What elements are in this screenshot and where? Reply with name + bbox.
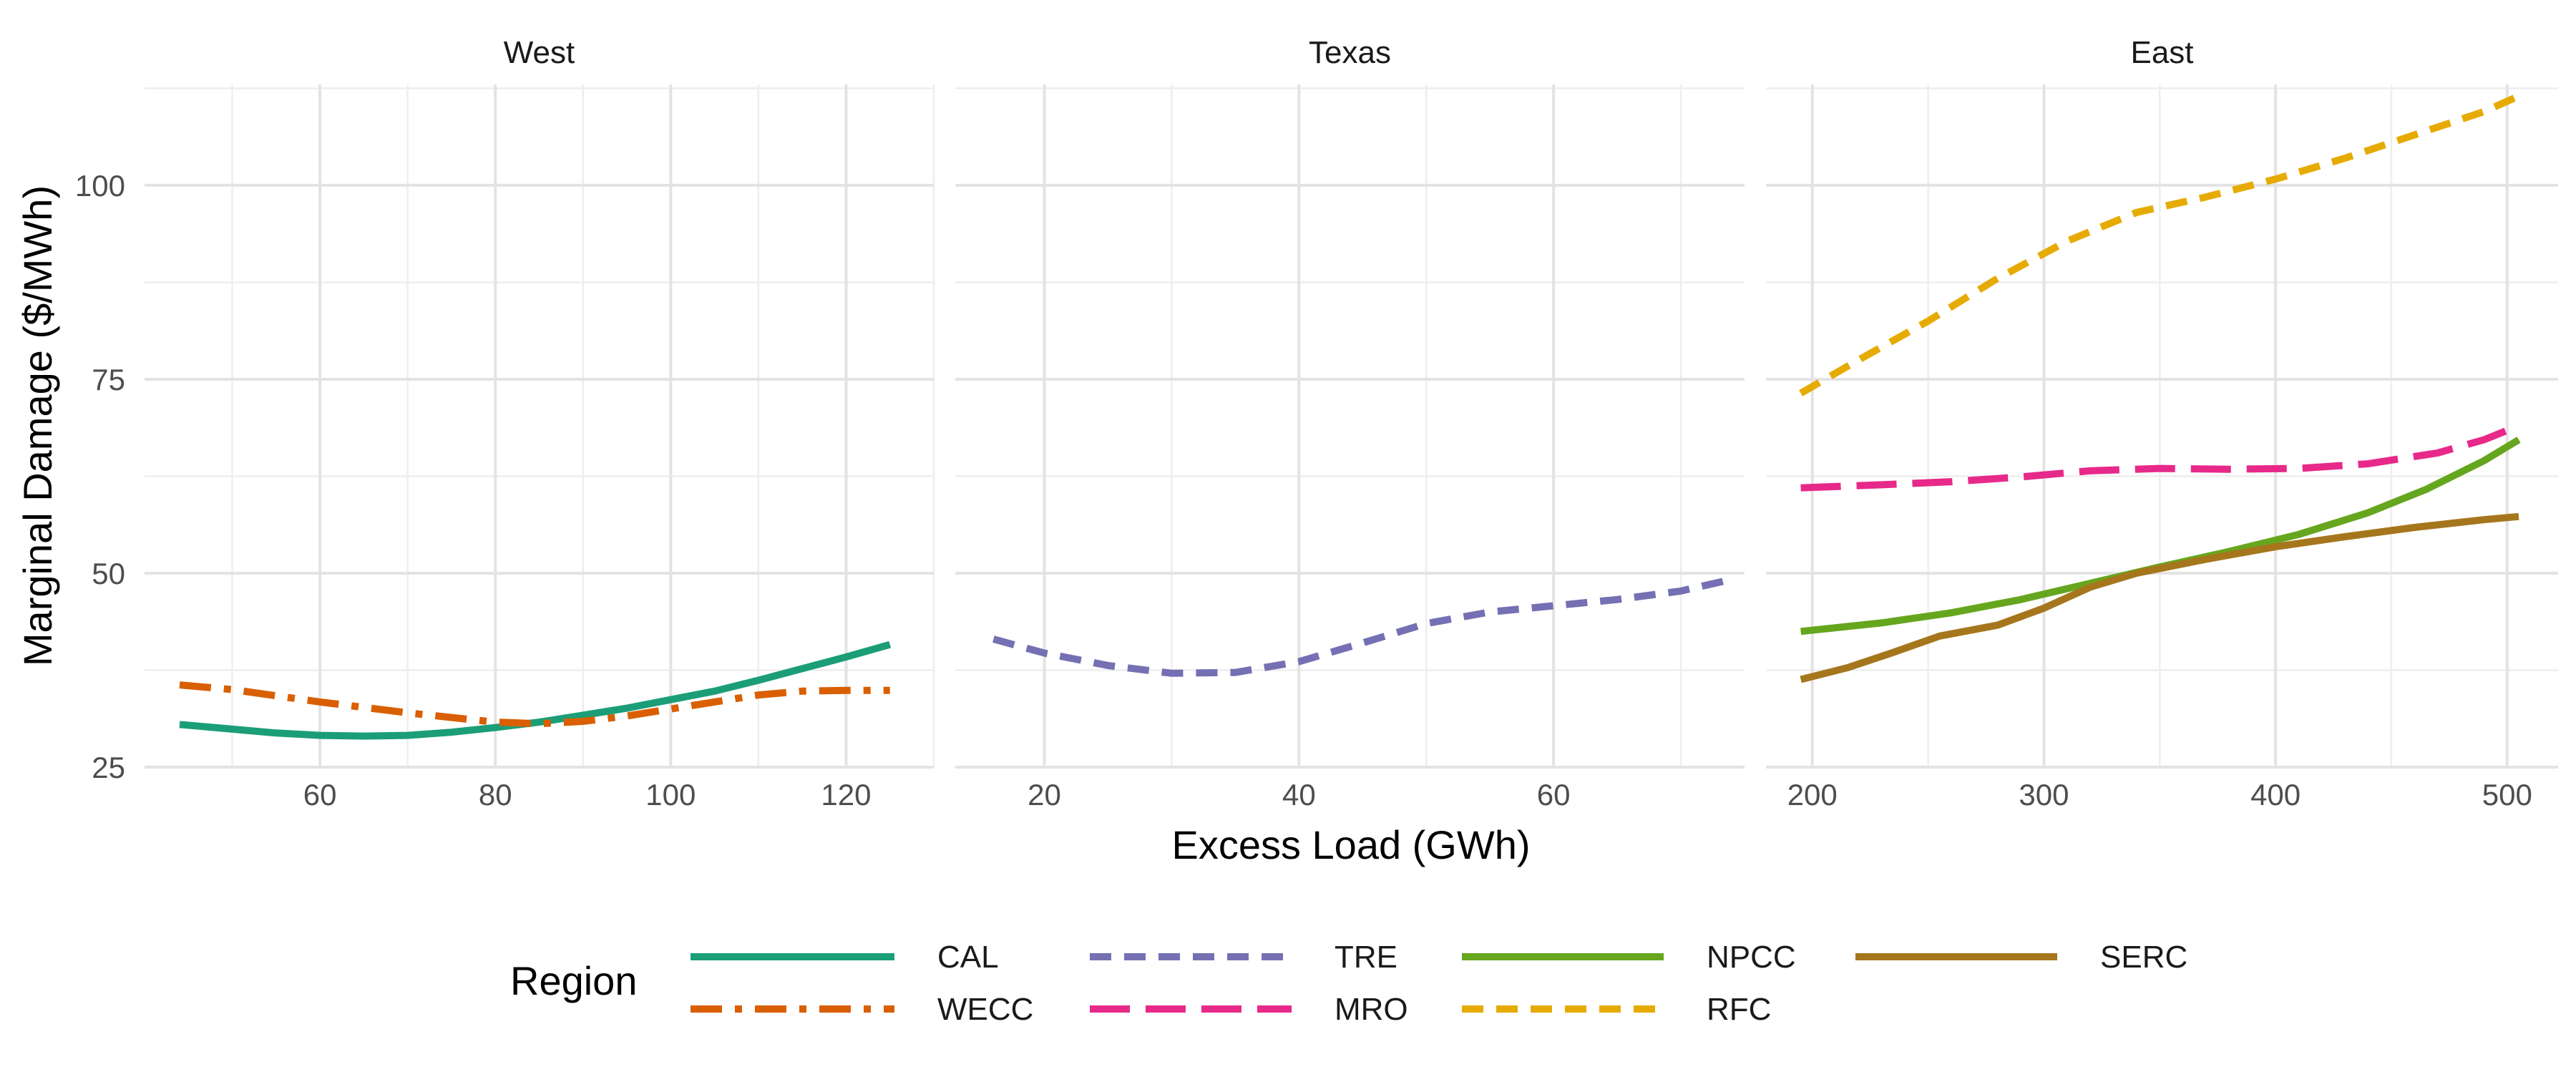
legend-label-mro: MRO	[1335, 992, 1408, 1027]
x-tick-label: 40	[1282, 778, 1316, 812]
y-axis-title: Marginal Damage ($/MWh)	[15, 185, 60, 666]
legend-label-rfc: RFC	[1707, 992, 1771, 1027]
panel-title-west: West	[504, 35, 575, 70]
y-tick-label: 75	[92, 363, 125, 396]
legend-label-cal: CAL	[937, 940, 999, 975]
y-tick-label: 25	[92, 751, 125, 784]
y-tick-label: 100	[75, 169, 125, 203]
legend-label-wecc: WECC	[937, 992, 1033, 1027]
x-tick-label: 80	[479, 778, 512, 812]
series-line-serc	[1800, 512, 2519, 683]
series-line-cal	[179, 640, 892, 740]
x-tick-label: 20	[1028, 778, 1061, 812]
x-tick-label: 300	[2019, 778, 2069, 812]
x-tick-label: 100	[645, 778, 696, 812]
x-tick-label: 60	[1537, 778, 1571, 812]
legend: CAL WECC TRE MRO NPCC RFC SERC	[691, 940, 2187, 1027]
legend-title: Region	[510, 958, 637, 1003]
series-line-wecc	[179, 681, 890, 728]
panel-east	[1766, 84, 2558, 769]
series-line-rfc	[1799, 92, 2521, 396]
x-tick-label: 120	[821, 778, 871, 812]
y-tick-label: 50	[92, 557, 125, 590]
legend-label-serc: SERC	[2100, 940, 2187, 975]
x-tick-label: 400	[2250, 778, 2301, 812]
series-line-mro	[1800, 422, 2520, 492]
series-line-tre	[992, 575, 1733, 677]
panel-title-east: East	[2130, 35, 2193, 70]
x-tick-label: 500	[2482, 778, 2532, 812]
panel-west	[145, 84, 935, 769]
x-axis-title: Excess Load (GWh)	[1171, 822, 1530, 867]
legend-label-npcc: NPCC	[1707, 940, 1796, 975]
panel-title-texas: Texas	[1309, 35, 1391, 70]
x-tick-label: 60	[303, 778, 337, 812]
x-tick-label: 200	[1787, 778, 1838, 812]
panel-texas	[955, 84, 1745, 769]
legend-label-tre: TRE	[1335, 940, 1397, 975]
